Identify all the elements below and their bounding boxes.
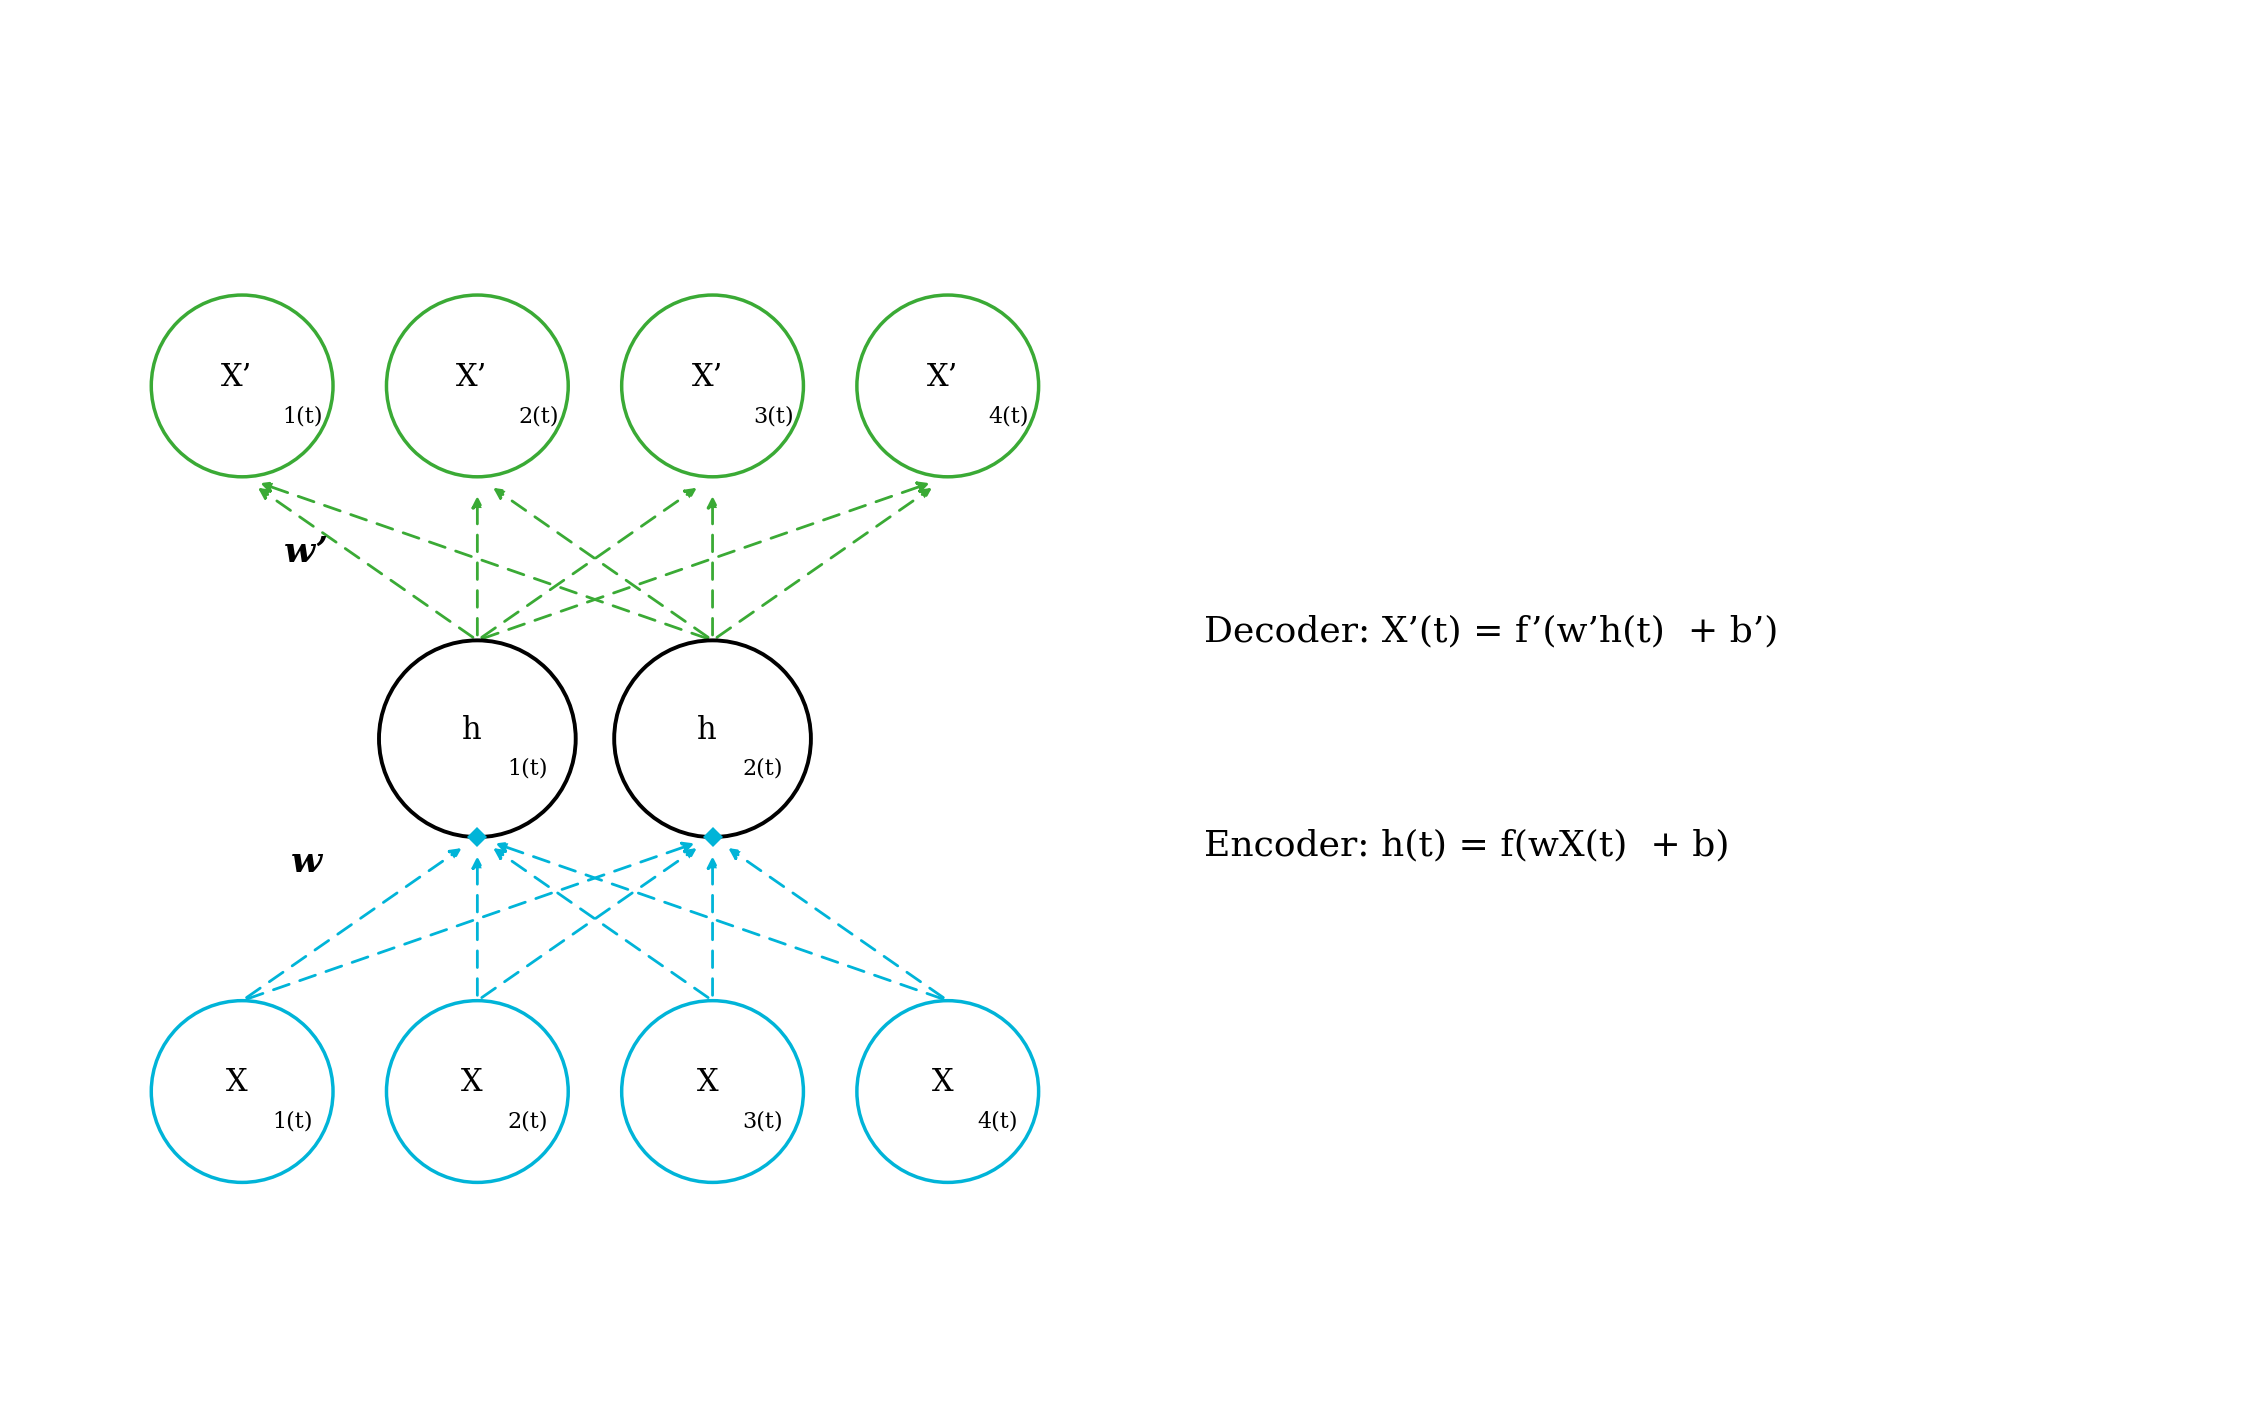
- Text: 4(t): 4(t): [989, 406, 1028, 427]
- Text: w’: w’: [285, 534, 330, 568]
- Text: 1(t): 1(t): [508, 758, 547, 780]
- Circle shape: [856, 295, 1039, 477]
- Circle shape: [386, 1001, 569, 1182]
- Text: 4(t): 4(t): [978, 1111, 1019, 1132]
- Text: h: h: [463, 715, 481, 746]
- Text: h: h: [698, 715, 716, 746]
- Text: X: X: [461, 1068, 483, 1098]
- Circle shape: [614, 641, 811, 837]
- Text: 3(t): 3(t): [752, 406, 793, 427]
- Text: X’: X’: [221, 362, 253, 393]
- Text: 2(t): 2(t): [743, 758, 784, 780]
- Circle shape: [151, 1001, 332, 1182]
- Text: 1(t): 1(t): [271, 1111, 312, 1132]
- Text: Encoder: h(t) = f(wX(t)  + b): Encoder: h(t) = f(wX(t) + b): [1204, 829, 1730, 863]
- Circle shape: [621, 1001, 804, 1182]
- Text: 1(t): 1(t): [282, 406, 323, 427]
- Text: X: X: [226, 1068, 248, 1098]
- Text: X’: X’: [456, 362, 488, 393]
- Text: X’: X’: [691, 362, 723, 393]
- Circle shape: [856, 1001, 1039, 1182]
- Text: X: X: [696, 1068, 718, 1098]
- Text: X: X: [931, 1068, 953, 1098]
- Text: 2(t): 2(t): [517, 406, 558, 427]
- Text: 2(t): 2(t): [508, 1111, 547, 1132]
- Circle shape: [151, 295, 332, 477]
- Text: X’: X’: [926, 362, 958, 393]
- Circle shape: [380, 641, 576, 837]
- Text: 3(t): 3(t): [743, 1111, 784, 1132]
- Circle shape: [621, 295, 804, 477]
- Text: Decoder: X’(t) = f’(w’h(t)  + b’): Decoder: X’(t) = f’(w’h(t) + b’): [1204, 615, 1778, 649]
- Circle shape: [386, 295, 569, 477]
- Text: w: w: [291, 844, 321, 879]
